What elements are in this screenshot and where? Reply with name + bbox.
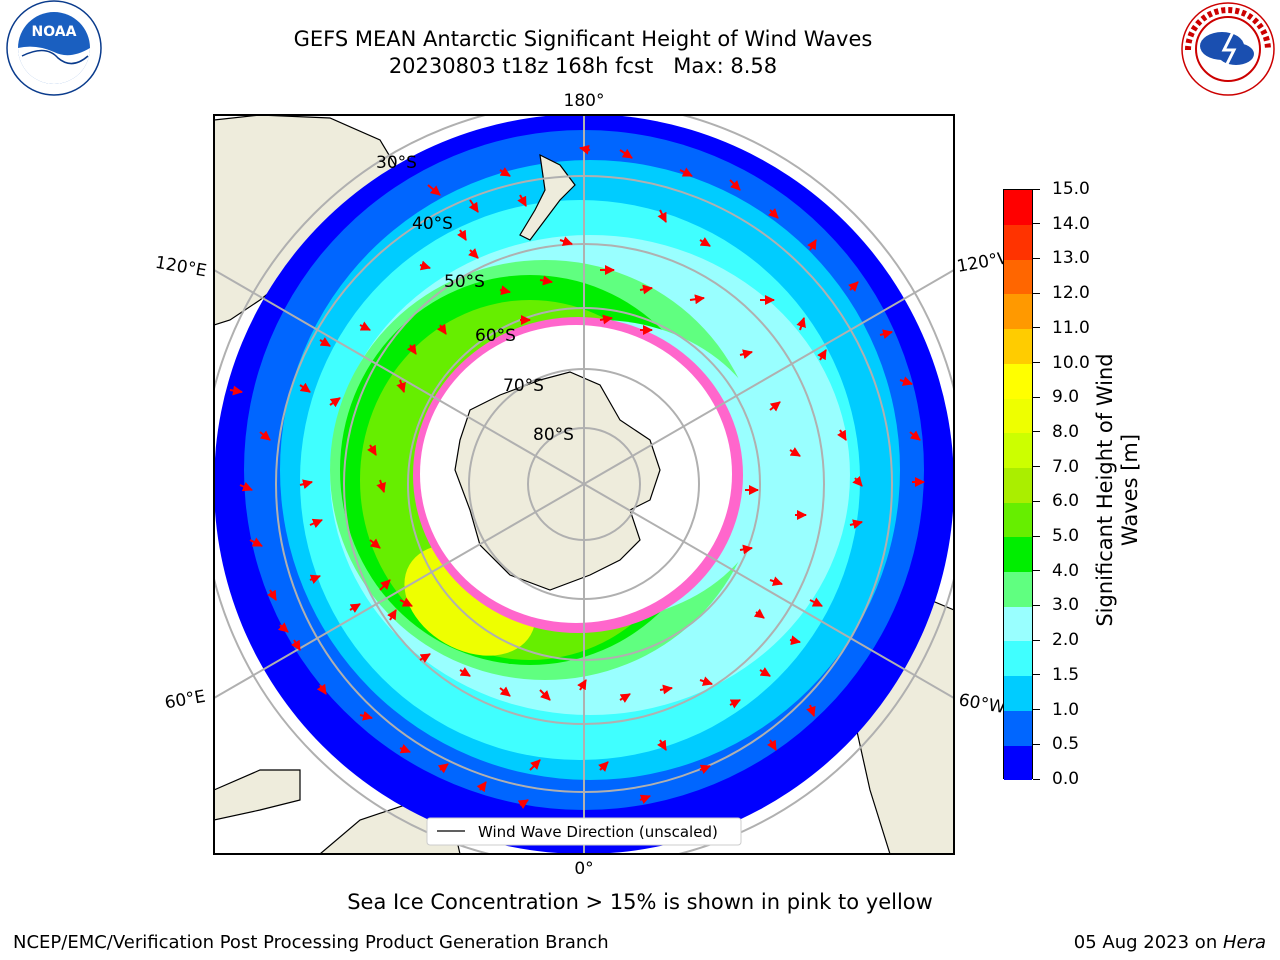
colorbar-tick	[1033, 362, 1040, 364]
africa-landmass	[214, 769, 301, 821]
colorbar-tick-label: 1.0	[1052, 699, 1080, 720]
lon-label-180: 180°	[564, 91, 605, 111]
colorbar-tick	[1033, 639, 1040, 641]
colorbar-tick	[1033, 570, 1040, 572]
colorbar-tick	[1033, 223, 1040, 225]
colorbar-segment	[1004, 328, 1032, 364]
colorbar-tick-label: 13.0	[1052, 248, 1090, 269]
colorbar-tick-label: 7.0	[1052, 456, 1080, 477]
colorbar-tick	[1033, 257, 1040, 259]
nws-logo	[1181, 2, 1275, 96]
colorbar-tick	[1033, 743, 1040, 745]
colorbar-segment	[1004, 294, 1032, 330]
colorbar-tick-label: 1.5	[1052, 664, 1080, 685]
colorbar-segment	[1004, 571, 1032, 607]
svg-text:NOAA: NOAA	[32, 24, 77, 40]
colorbar-tick	[1033, 327, 1040, 329]
colorbar-segment	[1004, 606, 1032, 642]
colorbar-tick	[1033, 500, 1040, 502]
colorbar-segment	[1004, 190, 1032, 225]
date-text: 05 Aug 2023 on Hera	[1073, 932, 1266, 953]
colorbar-segment	[1004, 259, 1032, 295]
lat-label-40s: 40°S	[412, 214, 453, 234]
lon-label-0: 0°	[574, 859, 593, 879]
colorbar-tick	[1033, 709, 1040, 711]
colorbar	[1003, 189, 1033, 781]
colorbar-tick-label: 11.0	[1052, 317, 1090, 338]
colorbar-tick	[1033, 535, 1040, 537]
colorbar-segment	[1004, 537, 1032, 573]
lat-label-70s: 70°S	[503, 376, 544, 396]
credit-text: NCEP/EMC/Verification Post Processing Pr…	[13, 932, 609, 953]
colorbar-segment	[1004, 363, 1032, 399]
colorbar-tick-label: 4.0	[1052, 560, 1080, 581]
colorbar-segment	[1004, 432, 1032, 468]
lat-label-50s: 50°S	[444, 272, 485, 292]
lat-label-80s: 80°S	[533, 425, 574, 445]
map-title: GEFS MEAN Antarctic Significant Height o…	[293, 27, 873, 51]
map-legend: Wind Wave Direction (unscaled)	[426, 817, 742, 846]
colorbar-segment	[1004, 710, 1032, 746]
colorbar-tick-label: 9.0	[1052, 387, 1080, 408]
colorbar-tick	[1033, 778, 1040, 780]
colorbar-tick-label: 5.0	[1052, 526, 1080, 547]
antarctica-landmass	[454, 371, 661, 591]
colorbar-title: Significant Height of Wind Waves [m]	[1093, 353, 1142, 627]
colorbar-tick	[1033, 188, 1040, 190]
wind-wave-arrows	[229, 144, 925, 810]
colorbar-tick	[1033, 396, 1040, 398]
colorbar-tick	[1033, 431, 1040, 433]
lat-label-30s: 30°S	[376, 153, 417, 173]
colorbar-tick-label: 0.0	[1052, 769, 1080, 789]
lat-label-60s: 60°S	[475, 326, 516, 346]
colorbar-tick	[1033, 604, 1040, 606]
lon-label-60w: 60°W	[957, 690, 1007, 718]
colorbar-tick-label: 12.0	[1052, 283, 1090, 304]
noaa-logo: NOAA	[6, 0, 102, 96]
colorbar-tick-label: 2.0	[1052, 630, 1080, 651]
machine-name: Hera	[1222, 932, 1266, 953]
colorbar-segment	[1004, 641, 1032, 677]
colorbar-segment	[1004, 675, 1032, 711]
colorbar-tick-label: 10.0	[1052, 352, 1090, 373]
colorbar-tick-label: 15.0	[1052, 179, 1090, 199]
colorbar-segment	[1004, 224, 1032, 260]
colorbar-segment	[1004, 467, 1032, 503]
colorbar-tick	[1033, 292, 1040, 294]
colorbar-segment	[1004, 502, 1032, 538]
lon-label-60e: 60°E	[163, 687, 207, 714]
colorbar-segment	[1004, 745, 1032, 781]
colorbar-tick-label: 0.5	[1052, 734, 1080, 755]
colorbar-tick-label: 8.0	[1052, 421, 1080, 442]
colorbar-tick-label: 6.0	[1052, 491, 1080, 512]
sea-ice-note: Sea Ice Concentration > 15% is shown in …	[347, 890, 933, 914]
colorbar-segment	[1004, 398, 1032, 434]
map-subtitle: 20230803 t18z 168h fcst Max: 8.58	[388, 54, 778, 78]
map-frame	[213, 114, 955, 855]
legend-label: Wind Wave Direction (unscaled)	[478, 823, 718, 841]
colorbar-tick-label: 14.0	[1052, 213, 1090, 234]
colorbar-tick	[1033, 466, 1040, 468]
lon-label-120e: 120°E	[154, 253, 208, 282]
colorbar-tick-label: 3.0	[1052, 595, 1080, 616]
graticule	[214, 115, 954, 854]
colorbar-tick	[1033, 674, 1040, 676]
